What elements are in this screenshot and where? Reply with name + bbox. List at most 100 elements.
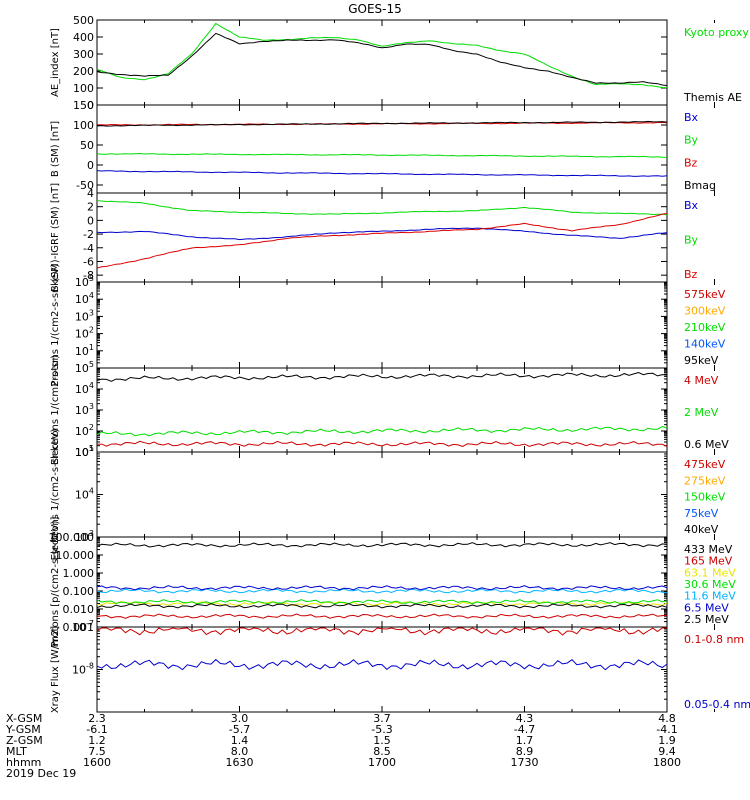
y-axis-label: Electrons 1/(cm2-s-sr)	[50, 355, 61, 465]
x-axis-row-label: Z-GSM	[6, 734, 43, 747]
legend-label: 300keV	[684, 305, 726, 318]
series-line	[96, 170, 668, 177]
x-axis-value: 1800	[653, 756, 681, 769]
x-axis-value: 1.4	[231, 734, 249, 747]
plot-title: GOES-15	[348, 2, 402, 16]
series-line	[96, 585, 668, 591]
series-line	[96, 627, 667, 636]
panel-2: -50 0 50 100 150 B (SM) [nT] Bx By Bz Bmag	[50, 99, 716, 194]
legend-label: 433 MeV	[684, 543, 733, 556]
series-line	[96, 658, 668, 671]
y-tick-label: 150	[73, 99, 94, 112]
legend-label: Themis AE	[683, 91, 742, 104]
x-axis-row-label: hhmm	[6, 756, 41, 769]
series-group	[96, 22, 668, 89]
x-axis-value: 1.9	[658, 734, 676, 747]
y-tick-label: -2	[83, 228, 94, 241]
y-axis-label: AE_index [nT]	[50, 28, 61, 97]
y-tick-label: 100	[73, 119, 94, 132]
panel-1: 0 100 200 300 400 500 AE_index [nT] Kyoto proxy…	[50, 14, 750, 112]
legend-label: 63.1 MeV	[684, 566, 736, 579]
y-tick-label: 104	[75, 291, 94, 306]
y-tick-label: 500	[73, 14, 94, 27]
y-tick-label: 103	[75, 402, 94, 417]
series-line	[96, 371, 668, 382]
panel-frame	[96, 19, 668, 106]
x-axis-value: 8.5	[373, 745, 391, 758]
x-axis-value: -5.3	[371, 723, 392, 736]
y-tick-label: -6	[83, 255, 94, 268]
x-axis-value: 4.8	[658, 712, 676, 725]
series-group	[96, 371, 668, 447]
legend-label: 30.6 MeV	[684, 578, 736, 591]
y-tick-label: 0.100	[63, 585, 95, 598]
y-tick-label: 101	[75, 343, 94, 358]
panel-frame	[96, 192, 668, 283]
x-axis-value: 1.7	[516, 734, 534, 747]
legend-label: Kyoto proxy AE	[684, 26, 750, 39]
panel-frame	[96, 281, 668, 369]
x-axis-value: 4.3	[516, 712, 534, 725]
x-axis-value: 2.3	[88, 712, 106, 725]
legend-label: 11.6 MeV	[684, 590, 736, 603]
y-tick-label: -4	[83, 242, 94, 255]
panel-frame	[96, 451, 668, 538]
legend-label: 0.1-0.8 nm	[684, 633, 744, 646]
x-axis-value: 8.9	[516, 745, 534, 758]
series-line	[96, 227, 668, 241]
series-line	[96, 200, 668, 216]
series-line	[96, 213, 668, 269]
legend-label: By	[684, 234, 699, 247]
x-axis-value: -5.7	[229, 723, 250, 736]
x-axis-value: 1.2	[88, 734, 106, 747]
y-tick-label: 50	[80, 139, 94, 152]
legend-label: 150keV	[684, 491, 726, 504]
x-axis-value: 1630	[226, 756, 254, 769]
y-tick-label: 10.000	[56, 549, 95, 562]
x-axis-row-label: Y-GSM	[5, 723, 41, 736]
x-axis-value: -4.7	[514, 723, 535, 736]
y-tick-label: 1.000	[63, 567, 95, 580]
y-tick-label: 105	[75, 360, 94, 375]
legend-label: Bx	[684, 111, 699, 124]
y-axis-label: B (SM)-IGRF (SM) [nT]	[50, 183, 61, 292]
series-group	[96, 627, 668, 671]
y-axis-label: Xray Flux [W/m2]	[50, 626, 61, 713]
y-tick-label: 105	[75, 444, 94, 459]
y-tick-label: 0	[87, 99, 94, 112]
series-group	[96, 120, 668, 177]
y-tick-label: 10-8	[72, 662, 94, 677]
legend-label: 0.05-0.4 nm	[684, 698, 750, 711]
series-group	[96, 542, 668, 619]
x-axis-value: 7.5	[88, 745, 106, 758]
y-tick-label: 103	[75, 308, 94, 323]
panel-frame	[96, 536, 668, 628]
x-axis-table: X-GSM 2.3 3.0 3.7 4.3 4.8 Y-GSM -6.1 -5.7 -5.3 -4.…	[5, 712, 681, 780]
x-axis-row-label: MLT	[6, 745, 27, 758]
legend-label: Bmag	[684, 179, 716, 192]
series-line	[96, 120, 668, 127]
x-axis-value: 9.4	[658, 745, 676, 758]
series-line	[96, 542, 668, 548]
x-axis-value: 8.0	[231, 745, 249, 758]
x-axis-value: -4.1	[656, 723, 677, 736]
legend-label: 4 MeV	[684, 374, 719, 387]
y-tick-label: 102	[75, 423, 94, 438]
y-tick-label: 2	[87, 201, 94, 214]
series-line	[96, 152, 668, 158]
y-tick-label: -8	[83, 269, 94, 282]
x-axis-value: 3.7	[373, 712, 391, 725]
legend-label: 275keV	[684, 474, 726, 487]
legend-label: By	[684, 134, 699, 147]
legend-label: 40keV	[684, 523, 719, 536]
x-axis-value: 1730	[511, 756, 539, 769]
y-tick-label: 0	[87, 214, 94, 227]
legend-label: 2 MeV	[684, 406, 719, 419]
y-tick-label: 105	[75, 274, 94, 289]
